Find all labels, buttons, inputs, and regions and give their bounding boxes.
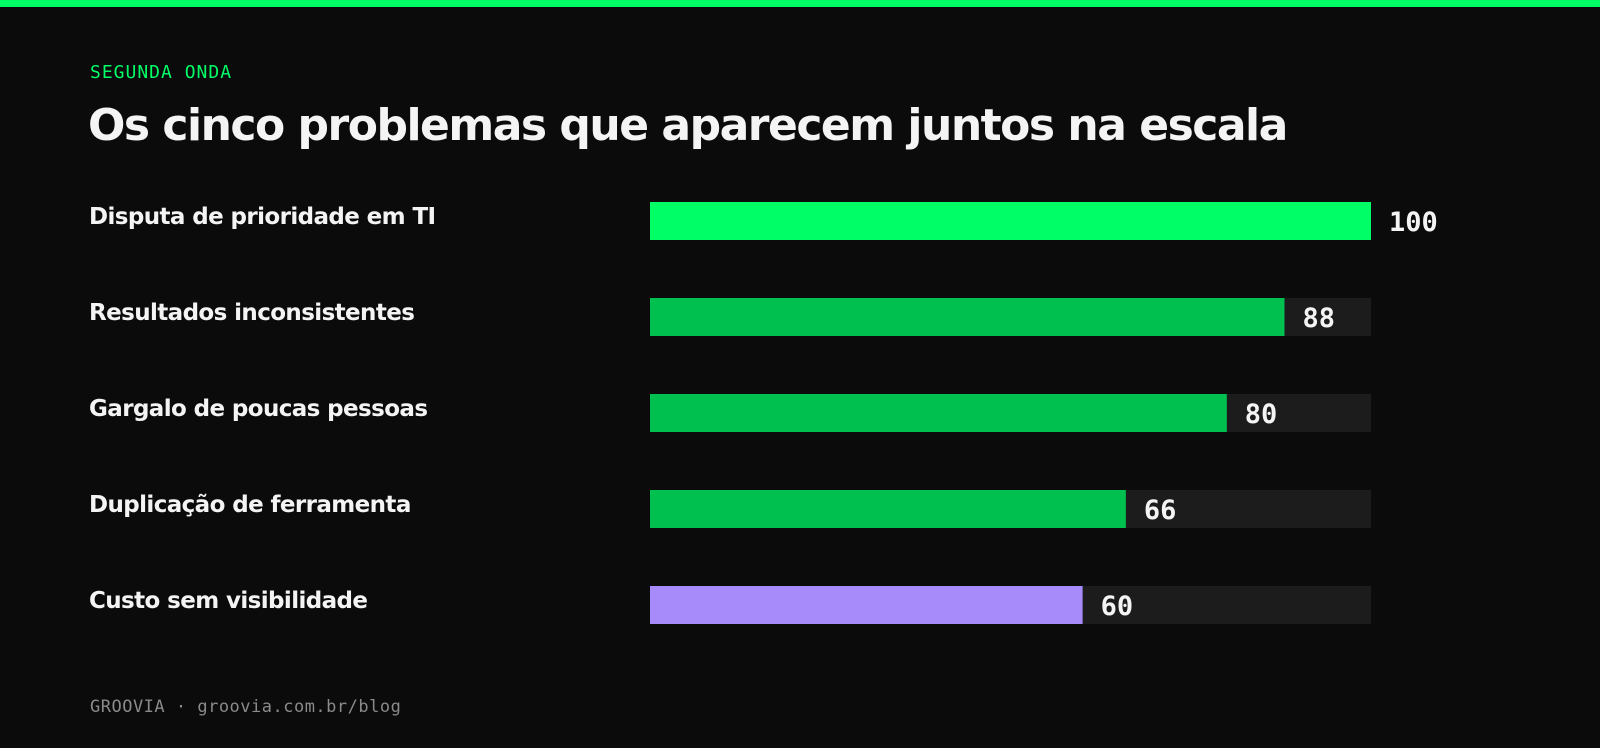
data-label: 80	[1245, 399, 1278, 430]
bar	[650, 394, 1227, 432]
bar	[650, 490, 1126, 528]
data-label: 100	[1389, 207, 1438, 238]
category-label: Custo sem visibilidade	[89, 588, 367, 614]
data-label: 60	[1101, 591, 1134, 622]
category-label: Resultados inconsistentes	[89, 300, 414, 326]
data-label: 88	[1302, 303, 1335, 334]
bar	[650, 298, 1285, 336]
bar	[650, 202, 1371, 240]
bar	[650, 586, 1083, 624]
data-label: 66	[1144, 495, 1177, 526]
page-title: Os cinco problemas que aparecem juntos n…	[88, 100, 1288, 151]
section-eyebrow: SEGUNDA ONDA	[90, 62, 233, 83]
category-label: Gargalo de poucas pessoas	[89, 396, 427, 422]
category-label: Disputa de prioridade em TI	[89, 204, 436, 230]
top-accent-bar	[0, 0, 1600, 7]
footer-credit: GROOVIA · groovia.com.br/blog	[90, 697, 402, 717]
category-label: Duplicação de ferramenta	[89, 492, 411, 518]
